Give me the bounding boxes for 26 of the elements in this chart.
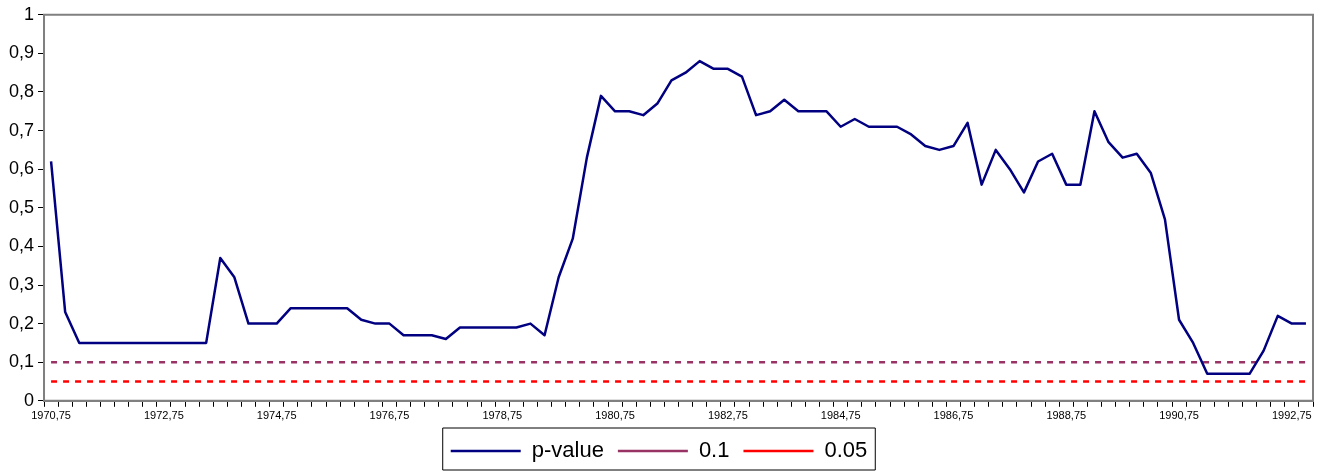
y-tick-label: 0,9 [8, 42, 35, 63]
legend-label: 0.1 [698, 437, 730, 463]
y-tick-label: 0,6 [8, 158, 35, 179]
x-tick-label: 1980,75 [595, 409, 635, 422]
x-tick-label: 1992,75 [1271, 409, 1312, 422]
x-tick-label: 1970,75 [31, 409, 71, 422]
legend-label: 0.05 [824, 437, 868, 463]
x-tick-label: 1990,75 [1159, 409, 1199, 422]
x-tick-label: 1978,75 [482, 409, 523, 422]
y-tick-label: 0 [24, 389, 35, 410]
y-tick-label: 0,7 [8, 119, 35, 140]
y-tick-label: 0,4 [8, 235, 35, 256]
x-tick-label: 1988,75 [1046, 409, 1087, 422]
y-tick-label: 1 [24, 3, 35, 24]
x-tick-label: 1982,75 [707, 409, 748, 422]
legend-label: p-value [531, 437, 604, 463]
y-tick-label: 0,5 [8, 196, 35, 217]
x-tick-label: 1972,75 [143, 409, 184, 422]
y-tick-label: 0,3 [8, 273, 35, 294]
y-tick-label: 0,8 [8, 80, 35, 101]
x-tick-label: 1986,75 [933, 409, 974, 422]
y-tick-label: 0,2 [8, 312, 35, 333]
x-tick-label: 1976,75 [369, 409, 410, 422]
x-tick-label: 1974,75 [256, 409, 297, 422]
x-tick-label: 1984,75 [820, 409, 861, 422]
y-tick-label: 0,1 [8, 351, 35, 372]
